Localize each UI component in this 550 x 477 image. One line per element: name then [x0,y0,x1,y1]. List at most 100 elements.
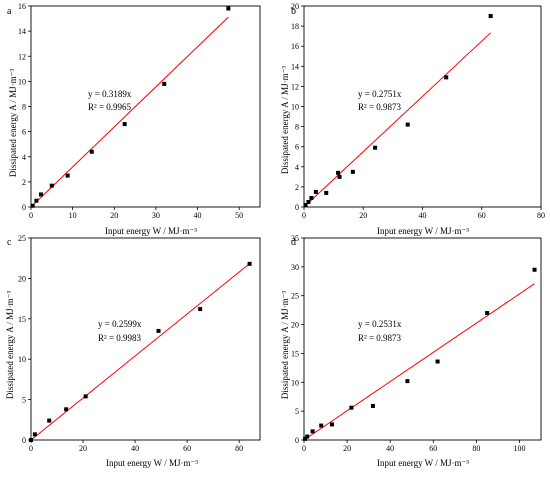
panel-c-data-point [198,307,203,312]
panel-a-y-tick-label: 2 [22,178,26,187]
panel-d-data-point [303,436,308,441]
panel-b-y-tick-label: 20 [291,2,299,11]
panel-d-plot-frame [303,237,542,441]
panel-c-x-tick-label: 20 [79,444,87,453]
panel-c-data-point [47,418,52,423]
panel-a-y-tick-label: 4 [22,153,26,162]
panel-b-data-point [324,190,329,195]
panel-a-y-tick-label: 10 [18,77,26,86]
panel-a-data-point [49,183,54,188]
panel-b-x-tick-label: 0 [302,211,306,220]
panel-c: c y = 0.2599x R² = 0.9983 Input energy W… [5,234,261,468]
panel-d-data-point [370,403,375,408]
panel-a-plot-frame [30,5,261,208]
panel-letter-d: d [291,237,296,248]
panel-d: d y = 0.2531x R² = 0.9873 Input energy W… [280,234,542,468]
panel-d-data-point [330,422,335,427]
panel-b-y-tick-label: 4 [295,163,299,172]
panel-c-equation: y = 0.2599x [98,319,142,329]
panel-b-x-axis-title: Input energy W / MJ·m⁻³ [377,226,469,236]
panel-d-data-point [319,423,324,428]
panel-d-y-axis-title: Dissipated energy A / MJ·m⁻³ [280,291,290,400]
panel-c-x-tick-label: 60 [183,444,191,453]
panel-b-data-point [337,174,342,179]
panel-d-fit-line [303,283,535,441]
panel-b-y-tick-label: 6 [295,143,299,152]
panel-b-data-point [306,199,311,204]
panel-b-data-point [373,145,378,150]
panel-d-y-tick-label: 25 [291,292,299,301]
panel-a-y-tick-label: 0 [22,203,26,212]
panel-a-x-tick-label: 20 [110,211,118,220]
panel-d-y-tick-label: 0 [295,436,299,445]
panel-b-y-tick-label: 0 [295,203,299,212]
panel-d-r2: R² = 0.9873 [358,333,402,343]
panel-a-data-point [226,6,231,11]
panel-c-y-tick-label: 15 [18,315,26,324]
panel-b-fit-line [303,32,491,208]
panel-b-y-tick-label: 18 [291,22,299,31]
panel-c-plot-frame [30,237,261,441]
panel-d-y-tick-label: 10 [291,378,299,387]
panel-a-y-tick-label: 14 [18,27,26,36]
panel-d-y-tick-label: 35 [291,234,299,243]
panel-a-y-tick-label: 12 [18,52,26,61]
panel-c-y-tick-label: 0 [22,436,26,445]
panel-b-data-point [488,14,493,19]
panel-d-y-tick-label: 15 [291,349,299,358]
panel-b-data-point [309,195,314,200]
panel-b-y-tick-label: 16 [291,42,299,51]
panel-d-y-tick-label: 30 [291,263,299,272]
panel-d-data-point [485,311,490,316]
panel-c-data-point [156,328,161,333]
panel-b-data-point [350,169,355,174]
panel-letter-b: b [291,6,296,17]
panel-a-data-point [38,192,43,197]
panel-b-data-point [405,122,410,127]
panel-a-y-tick-label: 16 [18,2,26,11]
panel-d-x-axis-title: Input energy W / MJ·m⁻³ [377,458,469,468]
panel-a-x-tick-label: 30 [152,211,160,220]
panel-d-x-tick-label: 40 [386,444,394,453]
panel-b-data-point [313,189,318,194]
panel-b: b y = 0.2751x R² = 0.9873 Input energy W… [280,2,545,236]
panel-c-y-axis-title: Dissipated energy A / MJ·m⁻³ [5,291,15,400]
panel-a-x-axis-title: Input energy W / MJ·m⁻³ [105,226,197,236]
panel-b-equation: y = 0.2751x [358,89,402,99]
panel-a-y-tick-label: 8 [22,103,26,112]
panel-d-x-tick-label: 0 [302,444,306,453]
panel-b-data-point [336,170,341,175]
panel-b-data-point [444,75,449,80]
panel-a-r2: R² = 0.9965 [88,102,132,112]
panel-d-x-tick-label: 100 [513,444,525,453]
panel-c-x-tick-label: 0 [29,444,33,453]
panel-c-data-point [247,261,252,266]
panel-b-y-tick-label: 14 [291,62,299,71]
panel-letter-c: c [7,237,12,248]
panel-c-data-point [32,432,37,437]
panel-b-x-tick-label: 60 [478,211,486,220]
panel-a-data-point [122,122,127,127]
panel-a-data-point [34,198,39,203]
panel-c-x-tick-label: 80 [235,444,243,453]
panel-c-data-point [64,407,69,412]
panel-b-r2: R² = 0.9873 [358,102,402,112]
panel-b-y-tick-label: 10 [291,103,299,112]
panel-a-y-tick-label: 6 [22,128,26,137]
panel-d-x-tick-label: 20 [343,444,351,453]
panel-c-y-tick-label: 5 [22,396,26,405]
panel-a-data-point [162,81,167,86]
panel-d-data-point [435,359,440,364]
panel-c-r2: R² = 0.9983 [98,333,142,343]
panel-a-x-tick-label: 10 [69,211,77,220]
panel-d-y-tick-label: 20 [291,321,299,330]
panel-d-data-point [349,405,354,410]
panel-c-y-tick-label: 10 [18,355,26,364]
panel-b-y-tick-label: 2 [295,183,299,192]
panel-b-x-tick-label: 80 [537,211,545,220]
panel-c-y-tick-label: 25 [18,234,26,243]
panel-c-y-tick-label: 20 [18,274,26,283]
panel-b-x-tick-label: 20 [359,211,367,220]
panel-b-x-tick-label: 40 [419,211,427,220]
